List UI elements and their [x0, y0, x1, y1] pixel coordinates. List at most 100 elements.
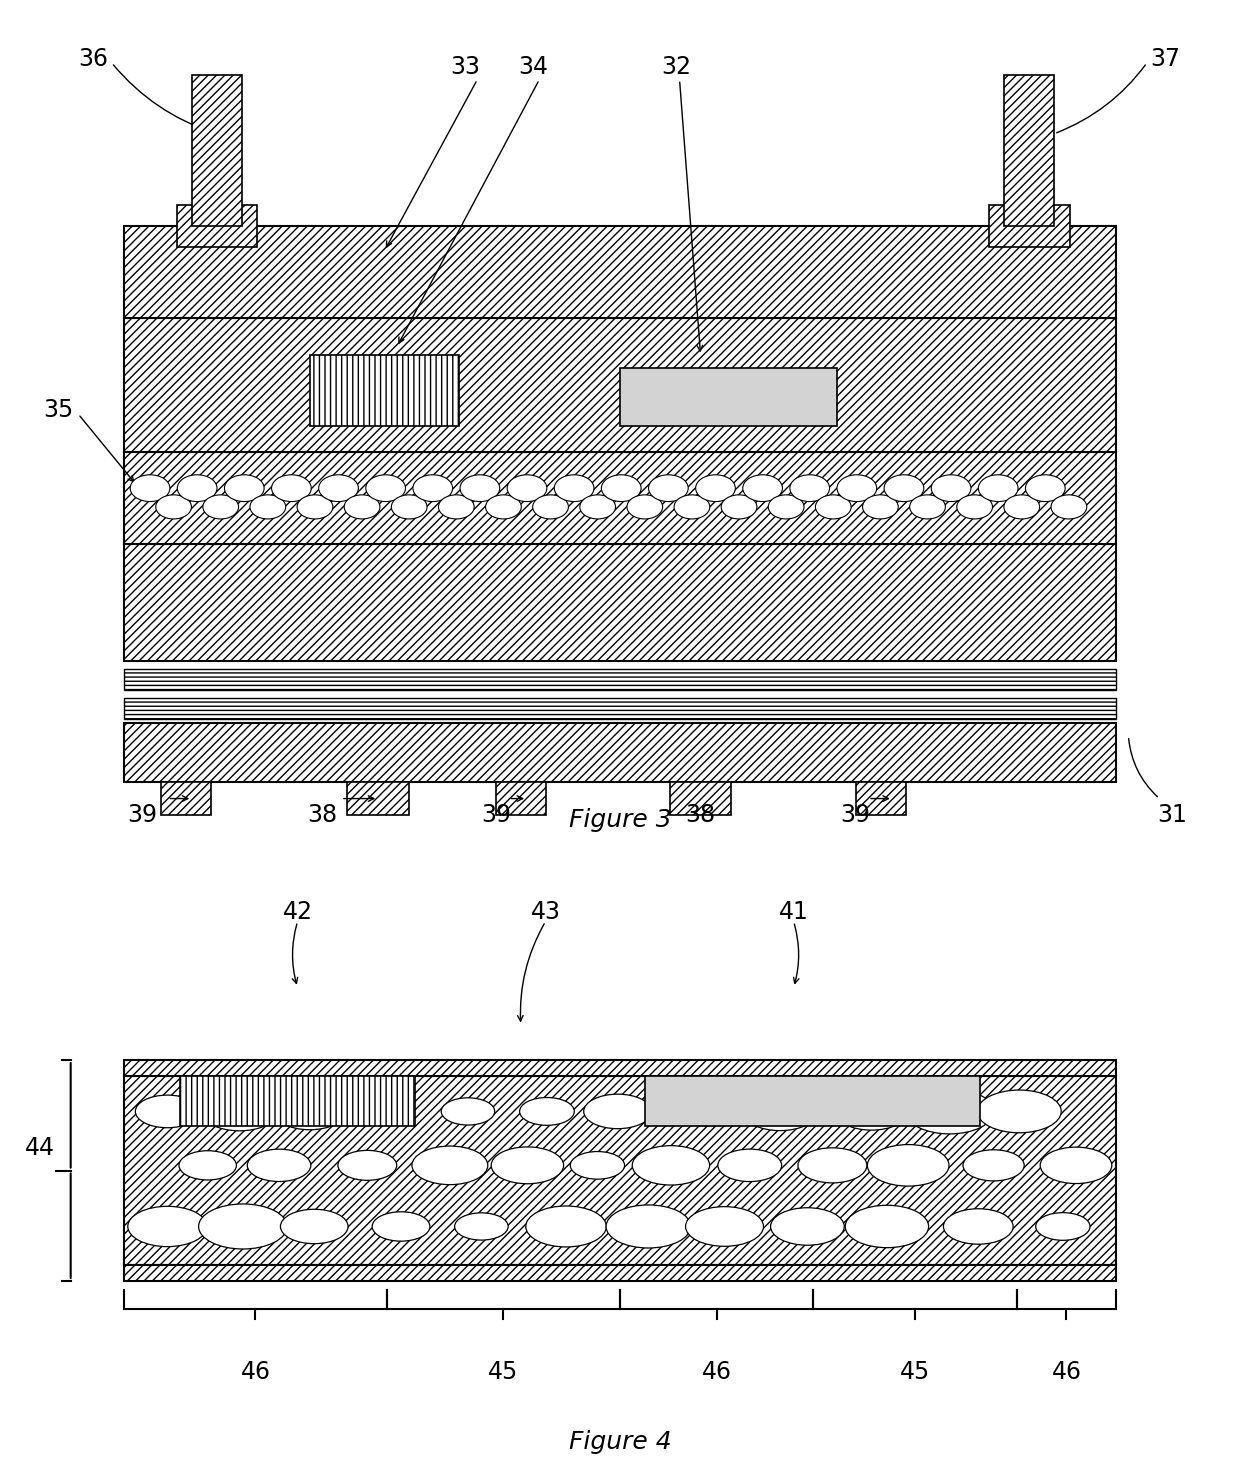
Bar [645, 1075, 980, 1127]
Circle shape [441, 1097, 495, 1125]
Bar [496, 782, 546, 816]
Circle shape [520, 1097, 574, 1125]
Circle shape [769, 494, 804, 519]
Circle shape [977, 1090, 1061, 1133]
Circle shape [649, 475, 688, 502]
Circle shape [837, 475, 877, 502]
Bar [124, 544, 1116, 660]
Circle shape [863, 494, 898, 519]
Circle shape [686, 1207, 764, 1247]
Text: 46: 46 [241, 1360, 270, 1383]
Text: 31: 31 [1157, 804, 1187, 827]
Circle shape [570, 1152, 625, 1179]
Text: 36: 36 [78, 47, 108, 70]
Text: 41: 41 [779, 899, 808, 924]
Circle shape [460, 475, 500, 502]
Bar [856, 782, 905, 816]
Bar [1004, 75, 1054, 226]
Circle shape [1025, 475, 1065, 502]
Circle shape [963, 1150, 1024, 1181]
Bar [124, 698, 1116, 719]
Circle shape [280, 1209, 348, 1244]
Circle shape [1035, 1213, 1090, 1240]
Circle shape [1040, 1147, 1112, 1184]
Circle shape [439, 494, 474, 519]
Circle shape [507, 475, 547, 502]
Circle shape [905, 1089, 993, 1134]
Bar [347, 782, 409, 816]
Text: 44: 44 [25, 1137, 55, 1160]
Circle shape [957, 494, 992, 519]
Text: 39: 39 [841, 804, 870, 827]
Circle shape [790, 475, 830, 502]
Bar [192, 75, 242, 226]
Circle shape [846, 1206, 929, 1247]
Bar [670, 782, 732, 816]
Circle shape [526, 1206, 606, 1247]
Circle shape [412, 1146, 487, 1185]
Circle shape [177, 475, 217, 502]
Circle shape [392, 494, 427, 519]
Circle shape [366, 475, 405, 502]
Circle shape [486, 494, 521, 519]
Text: 39: 39 [481, 804, 511, 827]
Circle shape [632, 1146, 709, 1185]
Circle shape [675, 494, 709, 519]
Circle shape [931, 475, 971, 502]
Circle shape [345, 494, 379, 519]
Circle shape [910, 494, 945, 519]
Text: 38: 38 [308, 804, 337, 827]
Circle shape [455, 1213, 508, 1240]
Circle shape [128, 1206, 207, 1247]
Text: 46: 46 [1052, 1360, 1081, 1383]
Circle shape [491, 1147, 564, 1184]
Text: 32: 32 [661, 54, 691, 79]
Circle shape [601, 475, 641, 502]
Circle shape [554, 475, 594, 502]
Circle shape [1004, 494, 1039, 519]
Bar [180, 1075, 415, 1127]
Text: Figure 3: Figure 3 [569, 808, 671, 832]
Circle shape [179, 1150, 237, 1179]
Circle shape [743, 475, 782, 502]
Circle shape [1052, 494, 1086, 519]
Circle shape [722, 494, 756, 519]
Text: Figure 4: Figure 4 [569, 1430, 671, 1454]
Circle shape [319, 475, 358, 502]
Text: 42: 42 [283, 899, 312, 924]
Text: 45: 45 [900, 1360, 930, 1383]
Bar [620, 368, 837, 427]
Bar [124, 723, 1116, 782]
Circle shape [743, 1093, 817, 1131]
Text: 46: 46 [702, 1360, 732, 1383]
Bar [124, 226, 1116, 318]
Circle shape [627, 494, 662, 519]
Circle shape [816, 494, 851, 519]
Bar [310, 355, 459, 427]
Circle shape [224, 475, 264, 502]
Text: 39: 39 [128, 804, 157, 827]
Bar [124, 669, 1116, 689]
Bar [124, 1265, 1116, 1281]
Circle shape [867, 1144, 949, 1187]
Circle shape [584, 1094, 651, 1128]
Text: 35: 35 [43, 398, 73, 421]
Circle shape [884, 475, 924, 502]
Bar [124, 1075, 1116, 1265]
Circle shape [696, 475, 735, 502]
Circle shape [413, 475, 453, 502]
Circle shape [360, 1097, 414, 1125]
Circle shape [135, 1094, 200, 1128]
Bar [124, 318, 1116, 452]
Bar [124, 452, 1116, 543]
Circle shape [978, 475, 1018, 502]
Text: 38: 38 [686, 804, 715, 827]
Circle shape [678, 1097, 734, 1125]
Circle shape [272, 475, 311, 502]
Text: 45: 45 [489, 1360, 518, 1383]
Text: 33: 33 [450, 54, 480, 79]
Text: 37: 37 [1151, 47, 1180, 70]
Text: 34: 34 [518, 54, 548, 79]
Circle shape [298, 494, 332, 519]
Circle shape [247, 1149, 311, 1181]
